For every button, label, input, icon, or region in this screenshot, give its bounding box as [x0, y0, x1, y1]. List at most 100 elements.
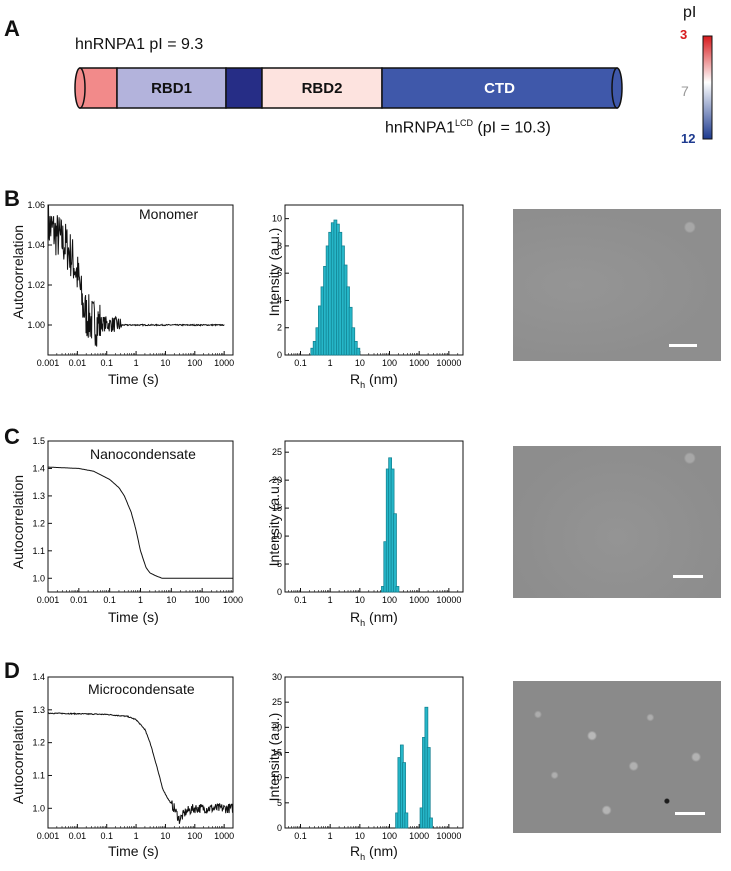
x-tick-label: 1000 [223, 595, 243, 605]
chart-B-intensity: 0.1 1 10 100 1000 10000 0 2 4 6 8 10 [272, 204, 464, 368]
x-tick-label: 0.001 [37, 358, 60, 368]
y-tick-label: 8 [277, 241, 282, 251]
panel-letter-a: A [4, 16, 20, 41]
x-tick-label: 0.1 [294, 595, 307, 605]
x-tick-label: 10 [160, 358, 170, 368]
y-tick-label: 6 [277, 268, 282, 278]
x-tick-label: 0.1 [100, 831, 113, 841]
domain-label-rbd2: RBD2 [302, 80, 343, 97]
y-tick-label: 10 [272, 214, 282, 224]
y-tick-label: 30 [272, 672, 282, 682]
x-tick-label: 10 [355, 595, 365, 605]
lcd-label-main: hnRNPA1 [385, 119, 455, 137]
xlabel-ac-d: Time (s) [108, 843, 159, 859]
y-tick-label: 1.1 [32, 770, 45, 780]
xlabel-int-d-tail: (nm) [365, 843, 398, 859]
y-tick-label: 1.1 [32, 546, 45, 556]
y-tick-label: 0 [277, 350, 282, 360]
micrograph-nanocondensate [513, 446, 721, 598]
ylabel-int-d: Intensity (a.u.) [266, 712, 282, 802]
ylabel-int-b: Intensity (a.u.) [266, 227, 282, 317]
x-tick-label: 1000 [409, 831, 429, 841]
autocorrelation-curve [48, 466, 233, 579]
y-tick-label: 0 [277, 823, 282, 833]
x-tick-label: 100 [187, 358, 202, 368]
domain-diagram: RBD1 RBD2 CTD [74, 67, 623, 109]
y-tick-label: 15 [272, 748, 282, 758]
x-tick-label: 1000 [409, 358, 429, 368]
plot-frame [284, 676, 464, 829]
panel-letter-d: D [4, 658, 20, 683]
domain-segment [381, 67, 618, 109]
bar [356, 347, 361, 356]
x-tick-label: 100 [195, 595, 210, 605]
scale-bar [673, 575, 703, 578]
title-b: Monomer [139, 206, 199, 222]
x-tick-label: 0.01 [69, 831, 87, 841]
x-tick-label: 100 [187, 831, 202, 841]
x-tick-label: 0.001 [37, 831, 60, 841]
x-tick-label: 1000 [409, 595, 429, 605]
xlabel-int-c-tail: (nm) [365, 609, 398, 625]
full-protein-label: hnRNPA1 pI = 9.3 [75, 36, 204, 53]
lcd-label-sup: LCD [454, 118, 473, 128]
xlabel-int-d: Rh (nm) [350, 843, 398, 862]
x-tick-label: 0.1 [100, 358, 113, 368]
xlabel-int-c-main: R [350, 609, 361, 625]
y-tick-label: 1.3 [32, 705, 45, 715]
chart-D-intensity: 0.1 1 10 100 1000 10000 0 5 10 15 20 25 30 [272, 672, 464, 841]
y-tick-label: 1.00 [27, 320, 45, 330]
bar [402, 762, 406, 829]
y-tick-label: 20 [272, 475, 282, 485]
chart-C-intensity: 0.1 1 10 100 1000 10000 0 5 10 15 20 25 [272, 440, 464, 605]
x-tick-label: 1000 [214, 358, 234, 368]
cylinder-cap-left [74, 67, 86, 109]
xlabel-int-c-sub: h [360, 617, 366, 628]
colorbar-mid-label: 7 [681, 83, 689, 99]
domain-segment [225, 67, 263, 109]
x-tick-label: 1 [328, 831, 333, 841]
y-tick-label: 1.06 [27, 200, 45, 210]
plot-frame [284, 204, 464, 356]
bar [429, 817, 433, 829]
y-tick-label: 1.5 [32, 436, 45, 446]
x-tick-label: 10 [166, 595, 176, 605]
x-tick-label: 10 [355, 831, 365, 841]
xlabel-ac-c: Time (s) [108, 609, 159, 625]
x-tick-label: 10 [355, 358, 365, 368]
y-tick-label: 1.3 [32, 491, 45, 501]
lcd-label: hnRNPA1LCD (pI = 10.3) [385, 118, 551, 137]
x-tick-label: 10 [160, 831, 170, 841]
y-tick-label: 1.02 [27, 280, 45, 290]
plot-frame [284, 440, 464, 593]
plot-frame [47, 440, 234, 593]
y-tick-label: 0 [277, 587, 282, 597]
xlabel-int-d-sub: h [360, 851, 366, 862]
bar [404, 812, 409, 829]
x-tick-label: 100 [382, 831, 397, 841]
autocorrelation-curve [47, 205, 225, 347]
plot-frame [47, 204, 234, 356]
ylabel-ac-c: Autocorrelation [10, 474, 26, 570]
y-tick-label: 1.0 [32, 573, 45, 583]
ylabel-ac-d: Autocorrelation [10, 709, 26, 805]
panel-letter-b: B [4, 186, 20, 211]
y-tick-label: 1.04 [27, 240, 45, 250]
x-tick-label: 1 [328, 358, 333, 368]
ylabel-int-c: Intensity (a.u.) [266, 477, 282, 567]
y-tick-label: 15 [272, 503, 282, 513]
domain-label-ctd: CTD [484, 80, 515, 97]
x-tick-label: 1 [134, 831, 139, 841]
autocorrelation-curve [48, 712, 234, 824]
chart-C-autocorr: 0.001 0.01 0.1 1 10 100 1000 1.0 1.1 1.2 1.3 1.4 1.5 [32, 436, 243, 605]
y-tick-label: 4 [277, 295, 282, 305]
xlabel-int-c: Rh (nm) [350, 609, 398, 628]
xlabel-int-b-main: R [350, 371, 361, 387]
x-tick-label: 1 [328, 595, 333, 605]
pi-colorbar [702, 35, 713, 140]
y-tick-label: 10 [272, 531, 282, 541]
x-tick-label: 100 [382, 358, 397, 368]
scale-bar [675, 812, 705, 815]
y-tick-label: 10 [272, 773, 282, 783]
